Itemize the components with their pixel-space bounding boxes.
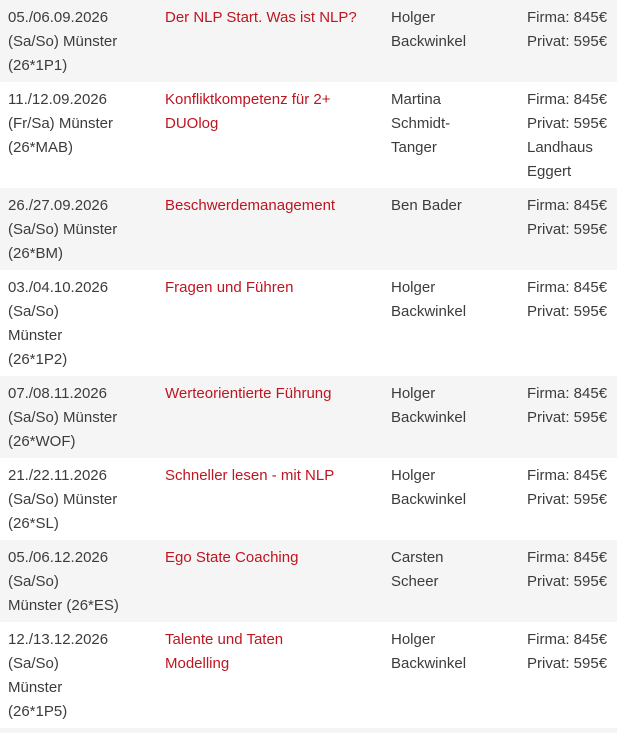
seminar-trainer-cell: Carsten Scheer	[391, 549, 444, 590]
seminar-trainer-cell: Holger Backwinkel	[391, 385, 467, 426]
seminar-row: 21./22.11.2026 (Sa/So) Münster (26*SL) S…	[0, 458, 617, 540]
seminar-title-cell: Talente und Taten Modelling	[157, 622, 383, 728]
seminar-title-cell: Der NLP Start. Was ist NLP?	[157, 0, 383, 82]
seminar-price-cell: Firma: 845€ Privat: 595€	[527, 279, 608, 320]
seminar-title-link[interactable]: Schneller lesen - mit NLP	[165, 467, 335, 484]
seminar-title-cell: Schneller lesen - mit NLP	[157, 458, 383, 540]
seminar-title-cell: Beschwerdemanagement	[157, 188, 383, 270]
seminar-price-cell: Firma: 845€ Privat: 595€	[527, 631, 608, 672]
next-row-partial-strip	[0, 728, 617, 733]
seminar-row: 05./06.09.2026 (Sa/So) Münster (26*1P1) …	[0, 0, 617, 82]
seminar-row: 11./12.09.2026 (Fr/Sa) Münster (26*MAB) …	[0, 82, 617, 188]
seminar-title-link[interactable]: Ego State Coaching	[165, 549, 299, 566]
seminar-trainer-cell: Holger Backwinkel	[391, 467, 467, 508]
seminar-title-link[interactable]: Fragen und Führen	[165, 279, 294, 296]
seminar-title-cell: Fragen und Führen	[157, 270, 383, 376]
seminar-date-cell: 03./04.10.2026 (Sa/So) Münster (26*1P2)	[8, 279, 109, 368]
seminar-date-cell: 26./27.09.2026 (Sa/So) Münster (26*BM)	[8, 197, 118, 262]
seminar-row: 05./06.12.2026 (Sa/So) Münster (26*ES) E…	[0, 540, 617, 622]
seminar-title-cell: Konfliktkompetenz für 2+ DUOlog	[157, 82, 383, 188]
seminar-price-cell: Firma: 845€ Privat: 595€	[527, 385, 608, 426]
seminar-trainer-cell: Holger Backwinkel	[391, 631, 467, 672]
seminar-title-link[interactable]: Konfliktkompetenz für 2+ DUOlog	[165, 91, 331, 132]
seminar-price-cell: Firma: 845€ Privat: 595€	[527, 467, 608, 508]
seminar-trainer-cell: Holger Backwinkel	[391, 279, 467, 320]
seminar-row: 07./08.11.2026 (Sa/So) Münster (26*WOF) …	[0, 376, 617, 458]
seminar-title-link[interactable]: Beschwerdemanagement	[165, 197, 336, 214]
seminar-date-cell: 05./06.09.2026 (Sa/So) Münster (26*1P1)	[8, 9, 118, 74]
seminar-date-cell: 05./06.12.2026 (Sa/So) Münster (26*ES)	[8, 549, 119, 614]
seminar-title-link[interactable]: Der NLP Start. Was ist NLP?	[165, 9, 357, 26]
seminar-date-cell: 21./22.11.2026 (Sa/So) Münster (26*SL)	[8, 467, 118, 532]
seminar-date-cell: 07./08.11.2026 (Sa/So) Münster (26*WOF)	[8, 385, 118, 450]
seminar-trainer-cell: Ben Bader	[391, 197, 462, 214]
seminar-price-cell: Firma: 845€ Privat: 595€	[527, 9, 608, 50]
seminar-trainer-cell: Martina Schmidt- Tanger	[391, 91, 451, 156]
seminar-row: 12./13.12.2026 (Sa/So) Münster (26*1P5) …	[0, 622, 617, 728]
seminar-row: 26./27.09.2026 (Sa/So) Münster (26*BM) B…	[0, 188, 617, 270]
seminar-title-link[interactable]: Talente und Taten Modelling	[165, 631, 284, 672]
next-row-partial	[0, 728, 617, 733]
seminar-date-cell: 11./12.09.2026 (Fr/Sa) Münster (26*MAB)	[8, 91, 114, 156]
seminar-title-cell: Ego State Coaching	[157, 540, 383, 622]
seminar-title-cell: Werteorientierte Führung	[157, 376, 383, 458]
seminar-price-cell: Firma: 845€ Privat: 595€	[527, 197, 608, 238]
seminar-price-cell: Firma: 845€ Privat: 595€ Landhaus Eggert	[527, 91, 608, 180]
seminar-trainer-cell: Holger Backwinkel	[391, 9, 467, 50]
seminar-row: 03./04.10.2026 (Sa/So) Münster (26*1P2) …	[0, 270, 617, 376]
seminar-price-cell: Firma: 845€ Privat: 595€	[527, 549, 608, 590]
seminar-title-link[interactable]: Werteorientierte Führung	[165, 385, 332, 402]
seminar-date-cell: 12./13.12.2026 (Sa/So) Münster (26*1P5)	[8, 631, 109, 720]
